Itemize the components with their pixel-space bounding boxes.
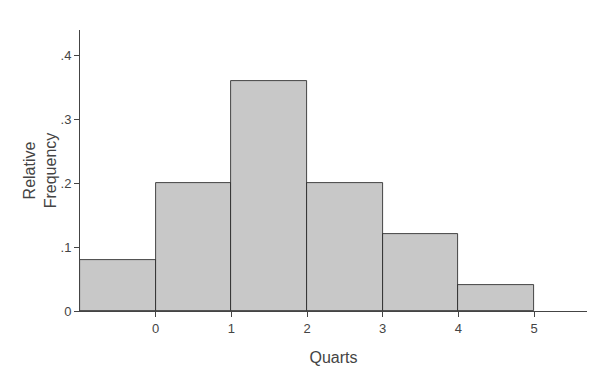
svg-text:.4: .4 (61, 48, 72, 63)
svg-text:1: 1 (228, 321, 235, 336)
svg-text:0: 0 (152, 321, 159, 336)
svg-text:Quarts: Quarts (309, 349, 357, 366)
svg-text:.3: .3 (61, 112, 72, 127)
svg-text:RelativeFrequency: RelativeFrequency (21, 133, 59, 209)
svg-text:0: 0 (64, 304, 71, 319)
svg-text:.2: .2 (61, 176, 72, 191)
svg-text:.1: .1 (61, 240, 72, 255)
svg-text:4: 4 (455, 321, 462, 336)
svg-text:5: 5 (530, 321, 537, 336)
svg-text:3: 3 (379, 321, 386, 336)
svg-text:2: 2 (303, 321, 310, 336)
